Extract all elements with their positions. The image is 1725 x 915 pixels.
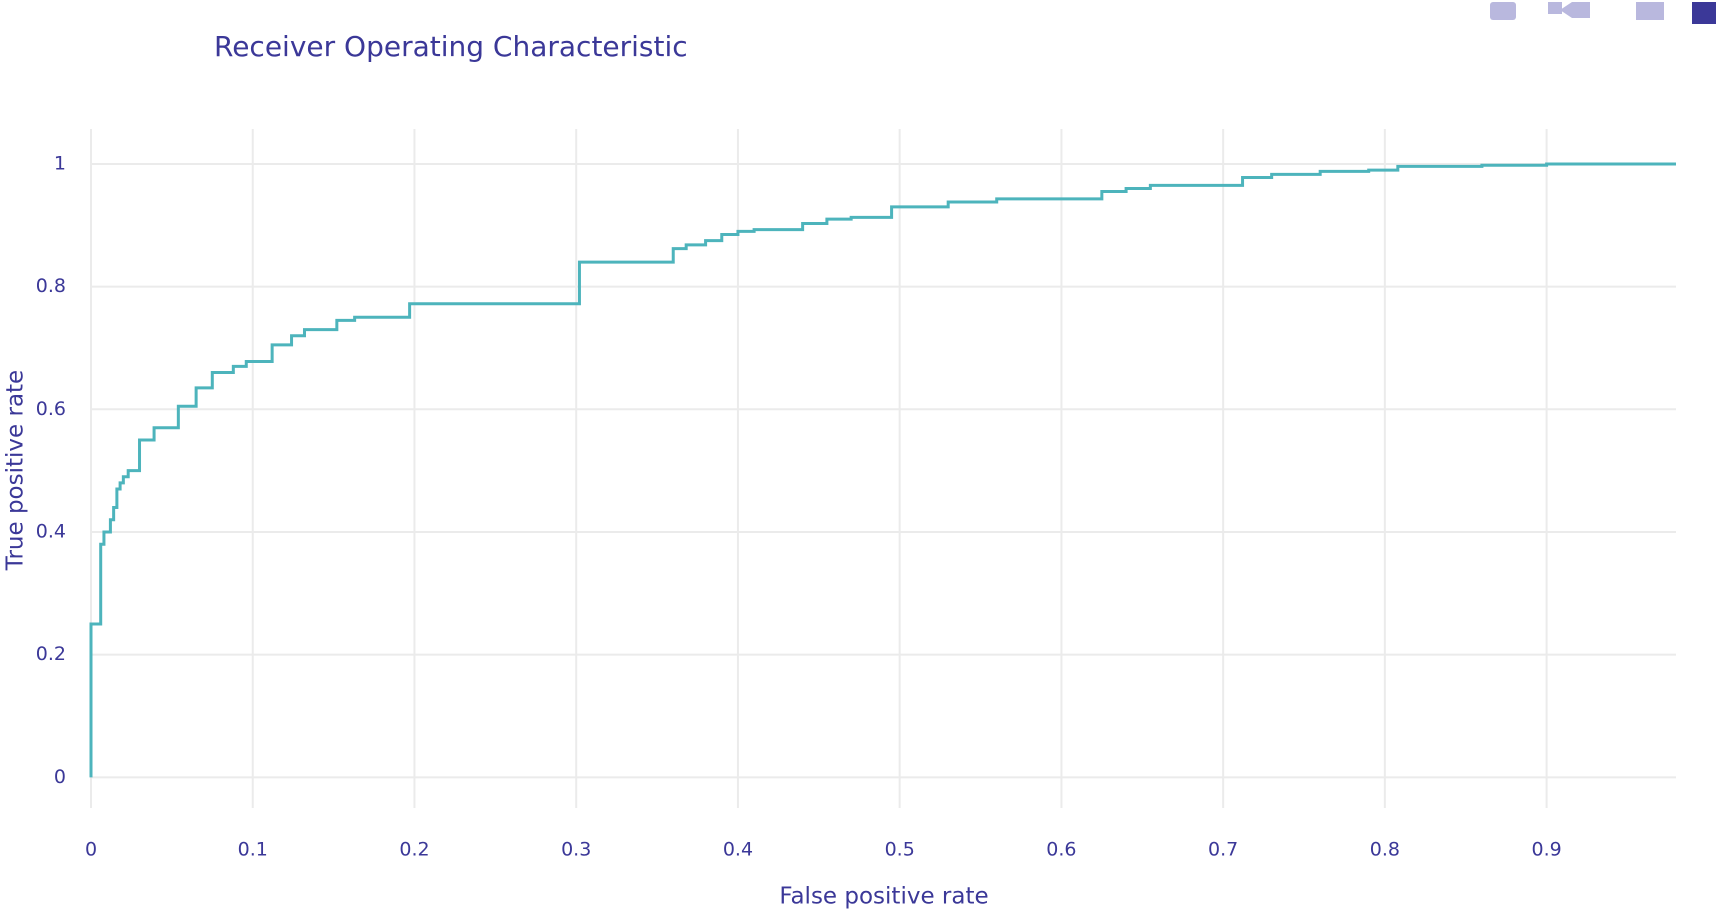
y-tick-label: 1 (54, 152, 66, 174)
x-tick-label: 0.7 (1208, 839, 1238, 861)
x-tick-label: 0.1 (238, 839, 268, 861)
zoom-icon[interactable] (1548, 2, 1562, 14)
modebar[interactable] (1490, 2, 1716, 24)
x-tick-label: 0.8 (1370, 839, 1400, 861)
pan-icon[interactable] (1560, 2, 1590, 18)
x-tick-label: 0.3 (561, 839, 591, 861)
y-tick-label: 0.4 (36, 520, 66, 542)
chart-title: Receiver Operating Characteristic (214, 30, 688, 63)
y-tick-label: 0.6 (36, 398, 66, 420)
y-axis-title: True positive rate (3, 370, 29, 571)
roc-line (89, 162, 1676, 778)
x-tick-label: 0.6 (1046, 839, 1076, 861)
y-tick-label: 0.2 (36, 643, 66, 665)
plotly-logo[interactable] (1692, 2, 1716, 24)
x-tick-label: 0.9 (1532, 839, 1562, 861)
x-tick-label: 0 (85, 839, 97, 861)
x-tick-label: 0.2 (399, 839, 429, 861)
camera-icon[interactable] (1490, 2, 1516, 20)
y-tick-label: 0.8 (36, 275, 66, 297)
compare-icon[interactable] (1636, 2, 1664, 20)
x-tick-label: 0.5 (885, 839, 915, 861)
x-tick-label: 0.4 (723, 839, 753, 861)
x-axis-title: False positive rate (779, 884, 988, 910)
y-tick-label: 0 (54, 766, 66, 788)
